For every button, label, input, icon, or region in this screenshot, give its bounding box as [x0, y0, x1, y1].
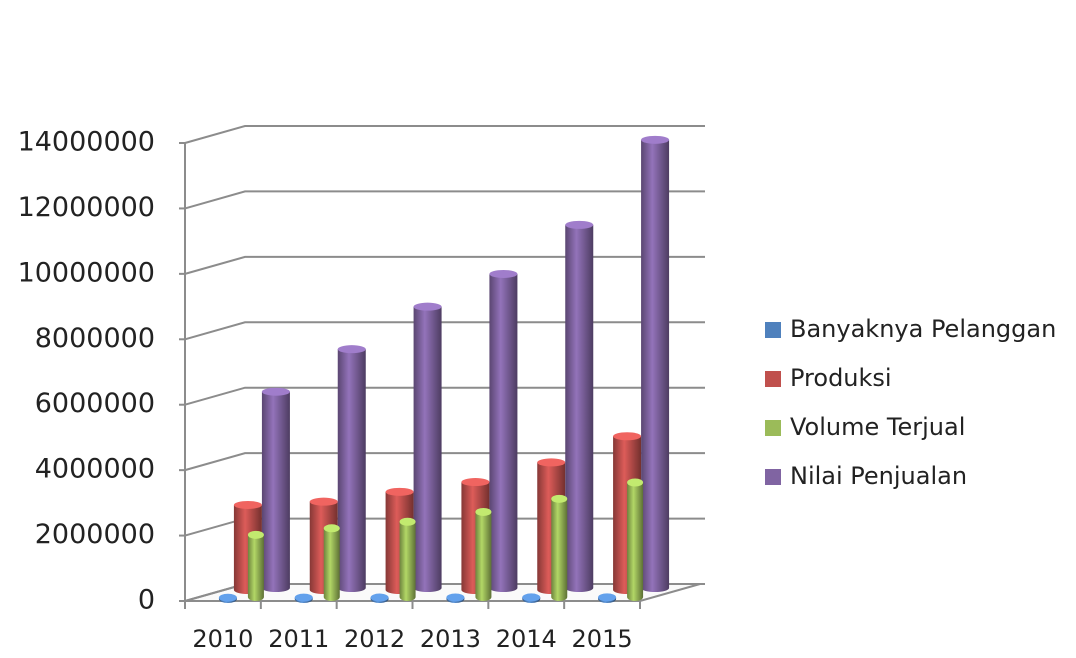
x-tick-label: 2010 [192, 625, 253, 653]
legend-swatch [765, 469, 781, 485]
y-tick-label: 10000000 [18, 257, 155, 288]
bar [413, 302, 442, 592]
y-tick-label: 14000000 [18, 127, 155, 158]
bar-top [413, 302, 442, 311]
bar-body [551, 498, 568, 601]
bar-top [522, 593, 541, 602]
bar-body [323, 528, 340, 601]
bar-top [627, 478, 644, 487]
bar [370, 593, 389, 603]
bar [337, 345, 366, 592]
bar-top [641, 135, 670, 144]
x-tick-label: 2015 [572, 625, 633, 653]
bar [323, 524, 340, 601]
bar-top [385, 487, 414, 496]
bar-body [413, 306, 442, 592]
bar [247, 530, 264, 601]
y-tick-label: 2000000 [35, 519, 155, 550]
bar-body [247, 534, 264, 601]
bar [446, 593, 465, 603]
bar-top [247, 530, 264, 539]
bar-top [323, 524, 340, 533]
grid-line [184, 321, 705, 341]
bar-top [537, 458, 566, 467]
bar-body [399, 521, 416, 601]
bar-top [399, 517, 416, 526]
y-tick-label: 0 [138, 585, 155, 616]
legend-label: Nilai Penjualan [790, 462, 967, 490]
y-tick-label: 8000000 [35, 323, 155, 354]
bar-top [294, 593, 313, 602]
bar [475, 507, 492, 601]
bar-top [218, 593, 237, 602]
bar [551, 494, 568, 601]
bar-body [565, 224, 594, 592]
bar-body [627, 482, 644, 601]
bar-top [551, 494, 568, 503]
grid-line [184, 125, 705, 144]
bar [522, 593, 541, 603]
grid-line [184, 452, 705, 472]
legend-swatch [765, 371, 781, 387]
bar-body [475, 511, 492, 601]
bar-top [613, 432, 642, 441]
bar-top [446, 593, 465, 602]
bar-top [461, 478, 490, 487]
y-tick-label: 4000000 [35, 454, 155, 485]
bar-body [261, 391, 290, 592]
grid-line [184, 386, 705, 406]
legend-swatch [765, 322, 781, 338]
bar [218, 593, 237, 603]
bar-top [489, 269, 518, 278]
x-tick-label: 2011 [268, 625, 329, 653]
legend-label: Volume Terjual [790, 413, 965, 441]
bar-top [370, 593, 389, 602]
bar-top [565, 220, 594, 229]
bar-top [475, 507, 492, 516]
bar [399, 517, 416, 601]
x-tick-label: 2012 [344, 625, 405, 653]
bar [261, 387, 290, 592]
bar-body [641, 139, 670, 593]
y-tick-label: 6000000 [35, 388, 155, 419]
bar-top [337, 345, 366, 354]
x-tick-label: 2014 [496, 625, 557, 653]
legend-label: Produksi [790, 364, 892, 392]
bar [641, 135, 670, 593]
bar-top [309, 497, 338, 506]
bar-body [337, 349, 366, 592]
bar-top [233, 500, 262, 509]
bar [565, 220, 594, 592]
bar [627, 478, 644, 601]
grid-line [184, 190, 705, 210]
legend-swatch [765, 420, 781, 436]
grid-line [184, 255, 705, 275]
bar-top [261, 387, 290, 396]
legend-label: Banyaknya Pelanggan [790, 315, 1056, 343]
x-tick-label: 2013 [420, 625, 481, 653]
bar [598, 593, 617, 603]
y-tick-label: 12000000 [18, 192, 155, 223]
bar [489, 269, 518, 592]
bar [294, 593, 313, 603]
bar-body [489, 273, 518, 592]
bar-top [598, 593, 617, 602]
